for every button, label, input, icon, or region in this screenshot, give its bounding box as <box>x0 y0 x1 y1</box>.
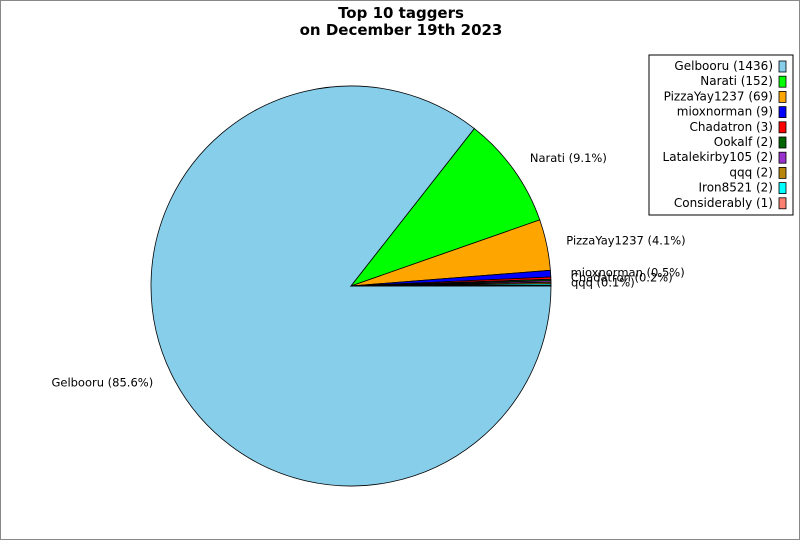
legend-label-latalekirby105: Latalekirby105 (2) <box>663 150 773 164</box>
legend-label-gelbooru: Gelbooru (1436) <box>674 59 773 73</box>
legend-swatch-qqq <box>778 166 787 179</box>
legend-swatch-ookalf <box>778 136 787 149</box>
legend-label-ookalf: Ookalf (2) <box>714 135 773 149</box>
legend-swatch-mioxnorman <box>778 106 787 118</box>
legend-label-chadatron: Chadatron (3) <box>690 120 773 134</box>
chart-title-line-2: on December 19th 2023 <box>300 21 503 39</box>
legend-box <box>648 54 794 216</box>
legend-label-considerably: Considerably (1) <box>674 196 773 210</box>
legend-swatch-iron8521 <box>778 182 787 195</box>
pie-slice-narati <box>349 128 541 287</box>
legend-swatch-considerably <box>778 197 787 210</box>
legend-swatch-latalekirby105 <box>778 151 787 164</box>
legend-swatch-pizzayay1237 <box>778 91 787 103</box>
legend: Gelbooru (1436)Narati (152)PizzaYay1237 … <box>648 54 794 216</box>
slice-label-mioxnorman: mioxnorman (0.5%) <box>571 265 685 279</box>
legend-swatch-chadatron <box>778 121 787 134</box>
slice-label-gelbooru: Gelbooru (85.6%) <box>51 375 153 389</box>
chart-title-line-1: Top 10 taggers <box>338 4 464 22</box>
legend-swatch-narati <box>778 75 787 88</box>
slice-label-chadatron: Chadatron (0.2%) <box>571 270 673 284</box>
legend-label-qqq: qqq (2) <box>729 165 773 179</box>
legend-swatch-gelbooru <box>778 60 787 73</box>
slice-label-qqq: qqq (0.1%) <box>571 276 635 290</box>
legend-label-mioxnorman: mioxnorman (9) <box>677 105 773 119</box>
legend-label-pizzayay1237: PizzaYay1237 (69) <box>664 89 773 103</box>
slice-label-narati: Narati (9.1%) <box>530 151 607 165</box>
slice-label-pizzayay1237: PizzaYay1237 (4.1%) <box>566 234 685 248</box>
legend-label-narati: Narati (152) <box>700 74 773 88</box>
legend-label-iron8521: Iron8521 (2) <box>698 181 773 195</box>
pie-slices <box>150 85 552 487</box>
pie-slice-considerably <box>350 284 552 287</box>
pie-labels: Gelbooru (85.6%) Narati (9.1%) PizzaYay123… <box>51 151 685 389</box>
